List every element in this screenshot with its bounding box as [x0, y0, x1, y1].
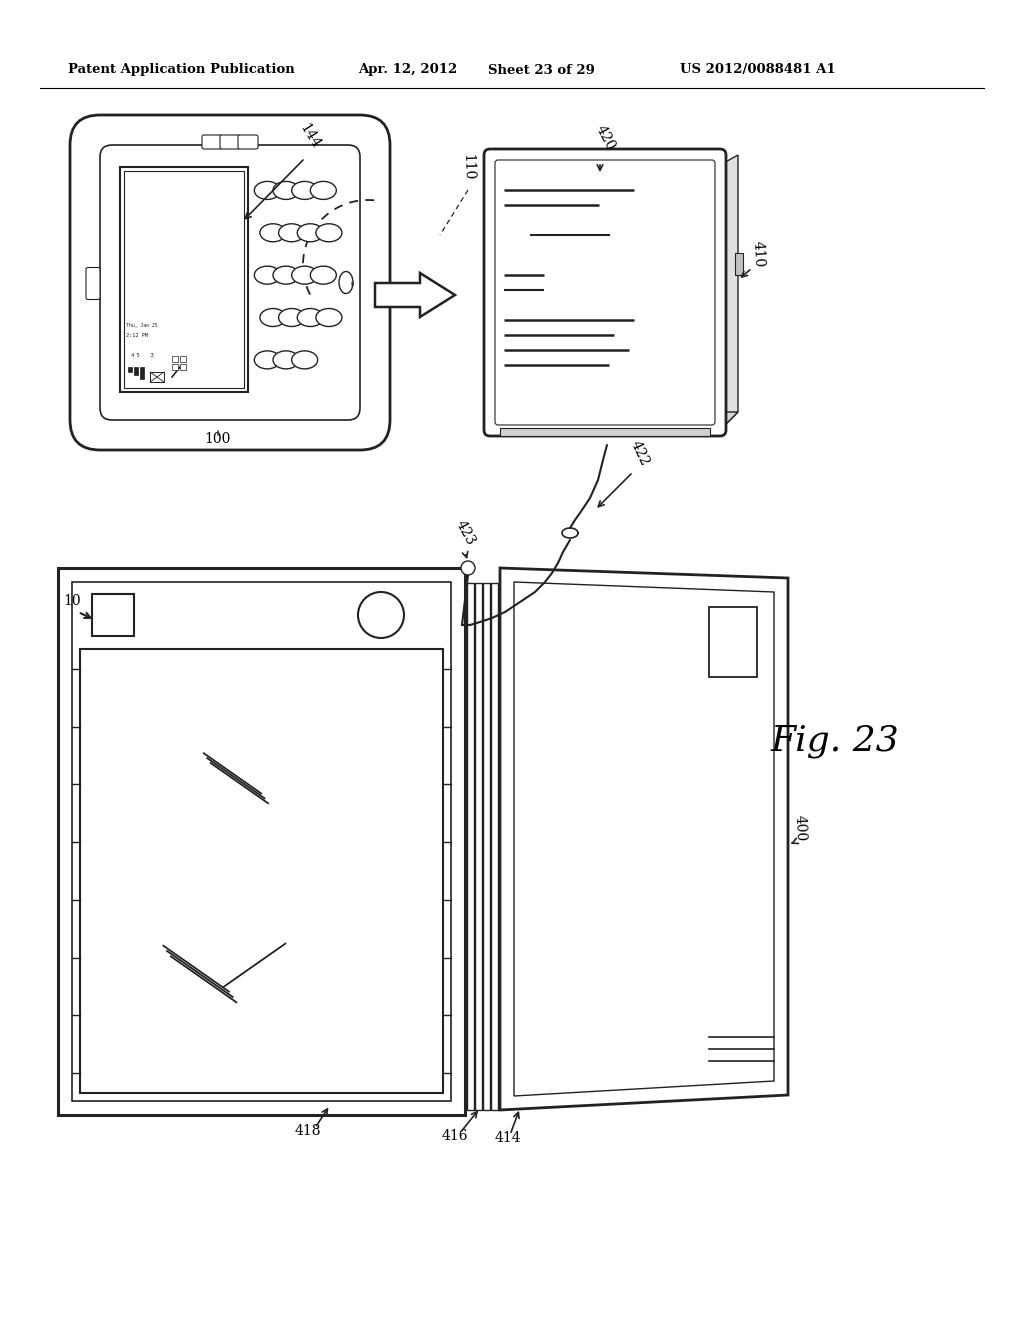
Text: 100: 100: [205, 432, 231, 446]
Bar: [475, 583, 482, 1110]
Bar: [80, 649, 443, 1093]
Text: Fig. 23: Fig. 23: [771, 723, 899, 758]
Ellipse shape: [339, 272, 353, 293]
Bar: [467, 583, 474, 1110]
Text: 110: 110: [461, 154, 475, 181]
Polygon shape: [500, 568, 788, 1110]
Polygon shape: [500, 412, 738, 430]
Ellipse shape: [310, 267, 336, 284]
Bar: [735, 252, 743, 275]
Bar: [150, 372, 164, 381]
Ellipse shape: [273, 181, 299, 199]
Bar: [72, 582, 451, 1101]
Ellipse shape: [279, 224, 304, 242]
Ellipse shape: [297, 224, 324, 242]
FancyBboxPatch shape: [484, 149, 726, 436]
Bar: [180, 364, 186, 370]
FancyBboxPatch shape: [495, 160, 715, 425]
Circle shape: [461, 561, 475, 576]
Bar: [180, 356, 186, 362]
Text: 144: 144: [297, 121, 323, 150]
Ellipse shape: [292, 181, 317, 199]
Bar: [709, 607, 757, 677]
Ellipse shape: [292, 351, 317, 368]
Polygon shape: [514, 582, 774, 1096]
FancyBboxPatch shape: [100, 145, 360, 420]
Ellipse shape: [292, 267, 317, 284]
Text: 410: 410: [751, 240, 766, 268]
Text: 420: 420: [593, 123, 617, 153]
Text: Apr. 12, 2012: Apr. 12, 2012: [358, 63, 458, 77]
Ellipse shape: [279, 309, 304, 326]
Bar: [483, 583, 490, 1110]
Ellipse shape: [254, 267, 281, 284]
Bar: [134, 367, 138, 375]
FancyBboxPatch shape: [70, 115, 390, 450]
Text: 418: 418: [295, 1125, 322, 1138]
Text: 416: 416: [441, 1129, 468, 1143]
FancyBboxPatch shape: [86, 268, 100, 300]
Text: 414: 414: [495, 1131, 521, 1144]
Ellipse shape: [273, 267, 299, 284]
Bar: [490, 583, 498, 1110]
Text: BB: BB: [352, 280, 356, 285]
Text: 3: 3: [150, 352, 154, 358]
FancyBboxPatch shape: [220, 135, 240, 149]
Ellipse shape: [316, 224, 342, 242]
Bar: [58, 568, 465, 1115]
FancyBboxPatch shape: [202, 135, 222, 149]
Ellipse shape: [297, 309, 324, 326]
Bar: [172, 356, 178, 362]
Text: Thu, Jan 25: Thu, Jan 25: [126, 323, 158, 327]
Bar: [140, 367, 144, 379]
Ellipse shape: [273, 351, 299, 368]
Text: 4 5: 4 5: [131, 352, 139, 358]
Ellipse shape: [254, 181, 281, 199]
Ellipse shape: [310, 181, 336, 199]
Ellipse shape: [254, 351, 281, 368]
Text: 2:12 PM: 2:12 PM: [126, 333, 147, 338]
Polygon shape: [375, 273, 455, 317]
Text: 422: 422: [628, 438, 652, 469]
Text: 423: 423: [453, 519, 477, 548]
Text: Sheet 23 of 29: Sheet 23 of 29: [488, 63, 595, 77]
Text: 10: 10: [63, 594, 81, 609]
Bar: [92, 594, 134, 636]
Polygon shape: [720, 154, 738, 430]
Bar: [124, 172, 244, 388]
Bar: [120, 168, 248, 392]
Ellipse shape: [260, 224, 286, 242]
Ellipse shape: [316, 309, 342, 326]
FancyBboxPatch shape: [238, 135, 258, 149]
Bar: [128, 367, 132, 372]
Ellipse shape: [260, 309, 286, 326]
Bar: [172, 364, 178, 370]
Circle shape: [358, 591, 404, 638]
Text: 400: 400: [793, 814, 808, 841]
Text: US 2012/0088481 A1: US 2012/0088481 A1: [680, 63, 836, 77]
Text: Patent Application Publication: Patent Application Publication: [68, 63, 295, 77]
Bar: [500, 428, 710, 436]
